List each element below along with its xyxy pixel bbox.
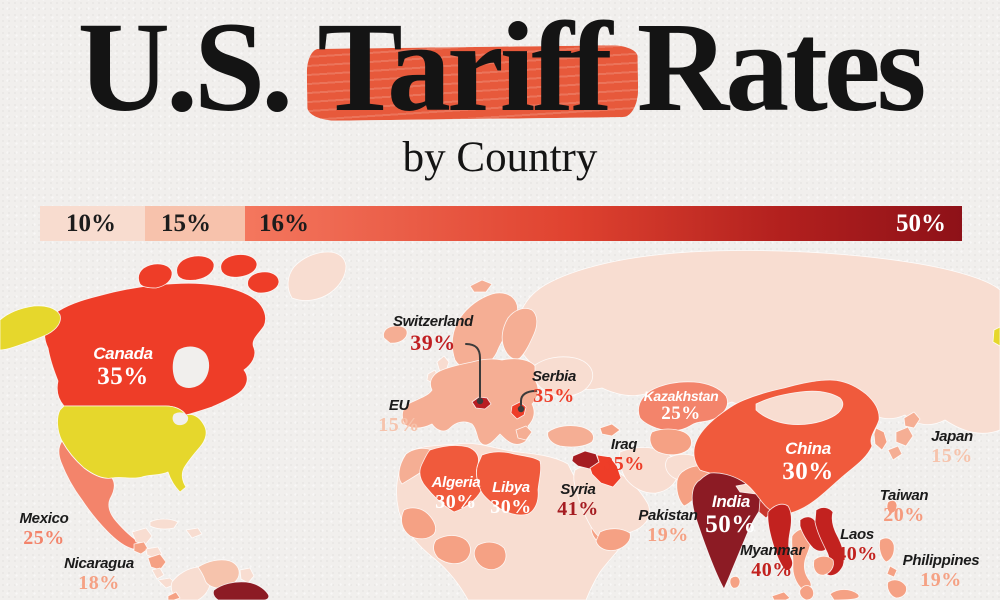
country-label-japan: Japan 15% [931, 428, 973, 467]
map-svalbard [469, 279, 493, 293]
map-west-africa-2 [433, 535, 471, 564]
map-malay-peninsula [799, 585, 814, 600]
legend-segment-15pct: 15% [145, 206, 245, 241]
page-title: U.S. Tariff Rates [0, 0, 1000, 134]
country-label-serbia: Serbia 35% [531, 368, 577, 407]
map-country-japan [887, 445, 903, 461]
country-label-switzerland: Switzerland 39% [392, 313, 474, 355]
country-label-china: China 30% [782, 439, 834, 485]
title-us: U.S. [77, 0, 294, 138]
map-country-philippines [887, 579, 907, 599]
map-hudson-bay [172, 346, 210, 388]
map-country-guatemala [133, 541, 149, 555]
country-label-nicaragua: Nicaragua 18% [64, 555, 134, 594]
map-country-canada [44, 282, 266, 416]
map-country-japan [895, 426, 914, 447]
map-country-greenland [287, 251, 347, 301]
map-country-nigeria [473, 541, 507, 570]
map-borneo [829, 589, 860, 600]
map-country-vietnam [814, 507, 845, 576]
map-country-iraq [589, 454, 622, 488]
map-country-cuba [149, 518, 179, 530]
map-country-myanmar [767, 503, 793, 571]
map-eastern-europe [534, 356, 594, 397]
map-country-hispaniola [185, 527, 203, 539]
serbia-callout-line [520, 390, 537, 406]
map-eu-mainland [401, 358, 539, 446]
map-country-costa-rica [151, 567, 165, 580]
map-country-yemen [595, 528, 631, 551]
map-country-libya [476, 451, 542, 516]
page-subtitle: by Country [402, 134, 598, 182]
country-label-india: India 50% [705, 492, 757, 538]
country-label-libya: Libya 30% [490, 479, 532, 518]
map-country-algeria [419, 445, 482, 513]
map-country-philippines [886, 565, 898, 578]
tariff-scale-legend: 10% 15% 16% 50% [40, 206, 962, 241]
map-great-lakes [172, 412, 189, 426]
map-country-brazil [212, 581, 270, 600]
map-country-sri-lanka [729, 575, 741, 589]
map-country-guyana [239, 567, 255, 584]
country-label-taiwan: Taiwan 20% [879, 487, 929, 526]
country-label-philippines: Philippines 19% [902, 552, 980, 591]
map-sumatra [771, 591, 791, 600]
map-country-taiwan [886, 499, 898, 514]
switzerland-callout-dot [476, 397, 484, 405]
country-label-laos: Laos 40% [836, 526, 878, 565]
legend-gradient-16-50pct: 16% 50% [245, 206, 962, 241]
country-label-mexico: Mexico 25% [19, 510, 69, 549]
map-country-korea [873, 427, 888, 451]
map-country-greece [515, 425, 533, 441]
map-yucatan [131, 527, 153, 545]
switzerland-callout-line [465, 343, 481, 398]
title-tariff-highlighted: Tariff [306, 0, 640, 134]
country-label-kazakhstan: Kazakhstan 25% [643, 388, 719, 425]
legend-segment-10pct: 10% [40, 206, 145, 241]
map-canada-arctic-island [176, 255, 215, 281]
map-alaska-wrap-sliver [992, 326, 1000, 347]
country-label-algeria: Algeria 30% [431, 474, 481, 513]
country-label-iraq: Iraq 35% [603, 436, 645, 475]
country-label-canada: Canada 35% [93, 344, 153, 390]
country-label-syria: Syria 41% [557, 481, 599, 520]
map-country-nicaragua [147, 553, 167, 571]
map-country-turkey [547, 425, 594, 448]
title-rates: Rates [636, 0, 927, 138]
country-label-eu: EU 15% [378, 397, 420, 436]
serbia-callout-dot [517, 405, 525, 413]
map-country-japan [903, 411, 921, 429]
map-canada-arctic-island [220, 254, 258, 278]
map-country-kazakhstan [638, 381, 728, 432]
map-country-iceland [383, 325, 408, 344]
map-country-cambodia [813, 555, 834, 576]
map-country-philippines [878, 537, 895, 563]
map-country-ecuador [167, 591, 181, 600]
map-west-africa-1 [401, 507, 436, 540]
legend-label-50: 50% [896, 210, 946, 237]
country-label-pakistan: Pakistan 19% [638, 507, 698, 546]
legend-label-10: 10% [66, 210, 116, 237]
country-label-myanmar: Myanmar 40% [740, 542, 804, 581]
title-tariff: Tariff [317, 0, 612, 138]
map-central-asia [649, 428, 692, 456]
header: U.S. Tariff Rates by Country [0, 0, 1000, 179]
map-canada-arctic-island [138, 263, 173, 289]
map-caucasus [599, 423, 621, 437]
legend-label-16: 16% [259, 210, 309, 237]
map-usa-alaska [0, 305, 61, 351]
map-country-mongolia [755, 390, 844, 425]
legend-label-15: 15% [161, 210, 211, 237]
map-canada-arctic-island [247, 271, 280, 294]
